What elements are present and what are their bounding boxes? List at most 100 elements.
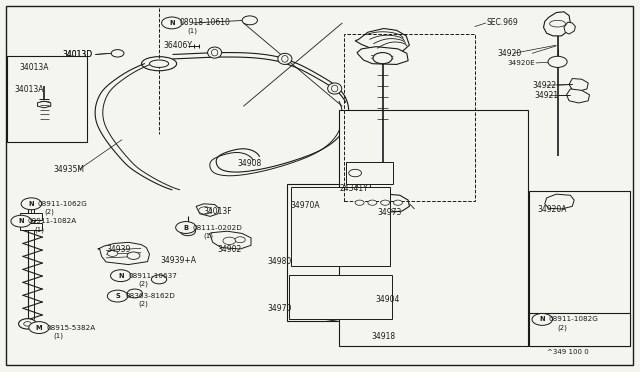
Polygon shape bbox=[348, 193, 410, 213]
Circle shape bbox=[394, 200, 403, 205]
Circle shape bbox=[19, 319, 36, 329]
Text: (2): (2) bbox=[44, 209, 54, 215]
Text: 08911-1082G: 08911-1082G bbox=[548, 317, 598, 323]
Bar bbox=[529, 191, 630, 346]
Circle shape bbox=[368, 200, 377, 205]
Text: 34013F: 34013F bbox=[204, 208, 232, 217]
Bar bbox=[7, 56, 87, 141]
Text: 34920E: 34920E bbox=[507, 60, 535, 66]
Text: 34904: 34904 bbox=[375, 295, 399, 304]
Text: 34922: 34922 bbox=[532, 81, 556, 90]
Ellipse shape bbox=[278, 53, 292, 64]
Text: N: N bbox=[169, 20, 175, 26]
Text: 34973: 34973 bbox=[378, 208, 402, 217]
Bar bbox=[289, 275, 392, 320]
Polygon shape bbox=[209, 231, 251, 249]
Circle shape bbox=[108, 290, 128, 302]
Text: 34013A: 34013A bbox=[15, 85, 44, 94]
Circle shape bbox=[111, 270, 131, 282]
Text: 34013A: 34013A bbox=[20, 63, 49, 72]
Text: (2): (2) bbox=[557, 324, 568, 331]
Bar bbox=[20, 223, 42, 231]
Text: 34939: 34939 bbox=[106, 244, 131, 253]
Text: (1): (1) bbox=[204, 233, 214, 239]
Bar bbox=[339, 110, 527, 346]
Bar bbox=[287, 184, 394, 321]
Circle shape bbox=[152, 275, 167, 284]
Text: (1): (1) bbox=[187, 28, 197, 34]
Circle shape bbox=[548, 56, 567, 67]
Text: N: N bbox=[118, 273, 124, 279]
Polygon shape bbox=[566, 89, 589, 103]
Text: 08111-0202D: 08111-0202D bbox=[192, 225, 242, 231]
Circle shape bbox=[198, 207, 211, 214]
Ellipse shape bbox=[211, 49, 218, 56]
Text: 36406Y: 36406Y bbox=[164, 41, 193, 51]
Text: 08911-1082A: 08911-1082A bbox=[28, 218, 77, 224]
Circle shape bbox=[24, 322, 31, 326]
Text: 08911-1062G: 08911-1062G bbox=[38, 201, 88, 207]
Text: N: N bbox=[540, 317, 545, 323]
Text: 34970: 34970 bbox=[268, 304, 292, 313]
Polygon shape bbox=[357, 46, 408, 64]
Circle shape bbox=[111, 49, 124, 57]
Circle shape bbox=[355, 200, 364, 205]
Text: 08915-5382A: 08915-5382A bbox=[47, 325, 96, 331]
Polygon shape bbox=[314, 298, 398, 323]
Circle shape bbox=[175, 222, 196, 234]
Text: N: N bbox=[19, 218, 24, 224]
Text: (1): (1) bbox=[53, 333, 63, 339]
Text: ^349 100 0: ^349 100 0 bbox=[547, 349, 588, 355]
Text: 34970A: 34970A bbox=[291, 201, 320, 210]
Ellipse shape bbox=[207, 47, 221, 58]
Ellipse shape bbox=[332, 85, 338, 92]
Ellipse shape bbox=[282, 55, 288, 62]
Polygon shape bbox=[355, 29, 410, 53]
Polygon shape bbox=[545, 194, 574, 209]
Circle shape bbox=[381, 200, 390, 205]
Circle shape bbox=[223, 237, 236, 244]
Text: 34920: 34920 bbox=[497, 49, 522, 58]
Ellipse shape bbox=[150, 60, 169, 67]
Bar bbox=[20, 213, 42, 220]
Text: SEC.969: SEC.969 bbox=[486, 19, 518, 28]
Text: 34920A: 34920A bbox=[537, 205, 566, 214]
Polygon shape bbox=[543, 12, 570, 36]
Circle shape bbox=[29, 322, 49, 334]
Circle shape bbox=[532, 314, 552, 326]
Text: 34935M: 34935M bbox=[54, 165, 84, 174]
Text: (2): (2) bbox=[138, 280, 148, 287]
Text: (1): (1) bbox=[34, 226, 44, 232]
Bar bbox=[529, 314, 630, 346]
Polygon shape bbox=[98, 242, 150, 264]
Text: S: S bbox=[115, 293, 120, 299]
Circle shape bbox=[127, 289, 143, 298]
Circle shape bbox=[127, 252, 140, 259]
Text: 34013D: 34013D bbox=[63, 50, 93, 59]
Text: 34921: 34921 bbox=[534, 91, 559, 100]
Circle shape bbox=[108, 250, 118, 256]
Circle shape bbox=[373, 52, 392, 64]
Circle shape bbox=[349, 169, 362, 177]
Text: N: N bbox=[29, 201, 34, 207]
Text: 08911-10637: 08911-10637 bbox=[129, 273, 177, 279]
Text: M: M bbox=[36, 325, 42, 331]
Bar bbox=[344, 34, 475, 201]
Ellipse shape bbox=[328, 83, 342, 94]
Text: 24341Y: 24341Y bbox=[339, 185, 368, 193]
Circle shape bbox=[180, 227, 195, 235]
Text: (2): (2) bbox=[138, 301, 148, 308]
Text: 34980: 34980 bbox=[268, 257, 292, 266]
Circle shape bbox=[235, 237, 245, 243]
Text: 08918-10610: 08918-10610 bbox=[179, 19, 230, 28]
Circle shape bbox=[11, 215, 31, 227]
Bar bbox=[346, 162, 394, 184]
Text: 34902: 34902 bbox=[218, 245, 242, 254]
Text: B: B bbox=[184, 225, 188, 231]
Polygon shape bbox=[569, 78, 588, 91]
Circle shape bbox=[162, 17, 182, 29]
Polygon shape bbox=[564, 22, 575, 34]
Circle shape bbox=[21, 198, 42, 210]
Polygon shape bbox=[38, 101, 51, 108]
Circle shape bbox=[242, 16, 257, 25]
